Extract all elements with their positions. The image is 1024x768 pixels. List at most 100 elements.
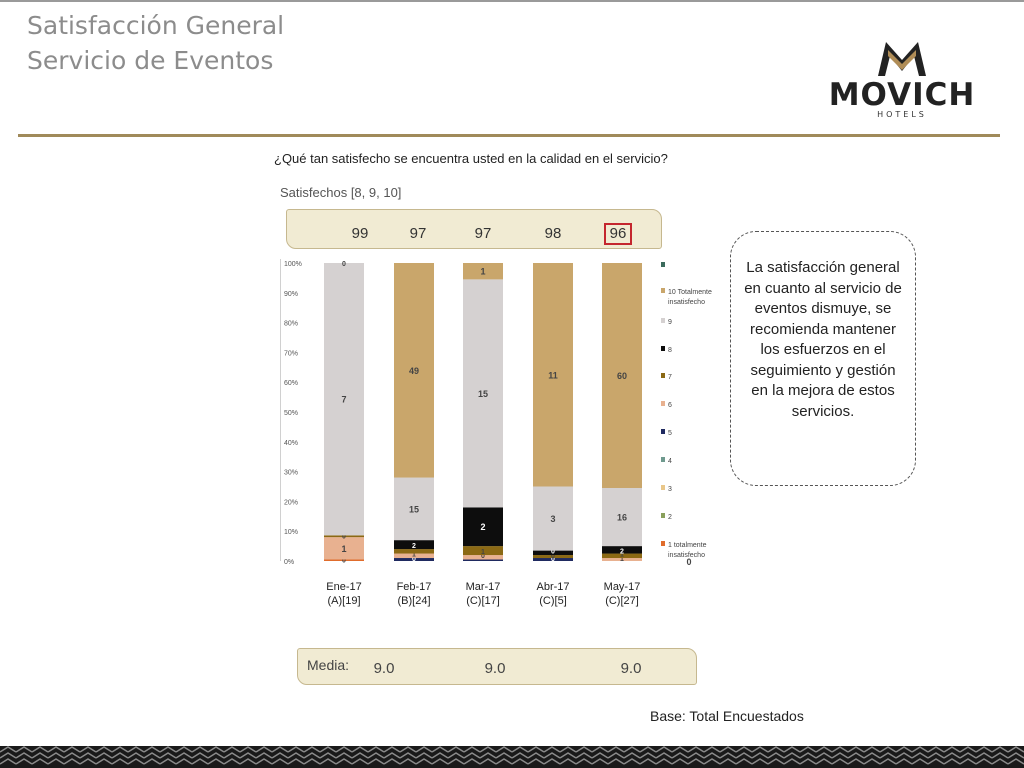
- y-tick-label: 20%: [284, 499, 298, 506]
- legend-swatch: [661, 401, 665, 406]
- segment-label: 0: [412, 556, 416, 563]
- y-tick-label: 30%: [284, 470, 298, 477]
- segment-label: 2: [412, 543, 416, 550]
- legend-label: 4: [668, 458, 672, 465]
- segment-label: 1: [620, 552, 624, 559]
- bar-segment: [463, 507, 503, 547]
- legend-label: 1 totalmente: [668, 542, 707, 549]
- bar-segment: [324, 535, 364, 538]
- category-label: Abr-17: [536, 581, 569, 593]
- category-label: Mar-17: [466, 581, 501, 593]
- legend-label: insatisfecho: [668, 299, 705, 306]
- y-tick-label: 40%: [284, 440, 298, 447]
- segment-label: 3: [550, 514, 555, 524]
- bar-segment: [394, 553, 434, 559]
- satisfied-value: 96: [609, 225, 627, 242]
- category-label: Ene-17: [326, 581, 361, 593]
- bar-segment: [463, 263, 503, 280]
- bar-segment: [602, 487, 642, 547]
- legend-swatch: [661, 288, 665, 293]
- category-label: (C)[17]: [466, 595, 500, 607]
- segment-label: 1: [480, 267, 485, 277]
- bar-segment: [533, 263, 573, 487]
- legend-swatch: [661, 318, 665, 323]
- bar-segment: [394, 263, 434, 478]
- legend-swatch: [661, 346, 665, 351]
- legend-label: insatisfecho: [668, 552, 705, 559]
- bar-segment: [463, 546, 503, 556]
- base-note: Base: Total Encuestados: [650, 708, 804, 724]
- y-tick-label: 60%: [284, 380, 298, 387]
- category-label: (C)[27]: [605, 595, 639, 607]
- satisfied-value: 97: [474, 225, 492, 242]
- bar-segment: [602, 546, 642, 554]
- segment-label: 0: [342, 533, 346, 540]
- legend-swatch: [661, 429, 665, 434]
- bar-segment: [463, 555, 503, 560]
- legend-swatch: [661, 373, 665, 378]
- legend-label: 7: [668, 374, 672, 381]
- bar-segment: [533, 486, 573, 551]
- legend-label: 5: [668, 430, 672, 437]
- bar-segment: [533, 555, 573, 559]
- segment-label: 11: [548, 370, 558, 380]
- y-tick-label: 0%: [284, 559, 294, 566]
- y-tick-label: 80%: [284, 321, 298, 328]
- bar-segment: [394, 549, 434, 554]
- y-tick-label: 10%: [284, 529, 298, 536]
- segment-label: 1: [341, 544, 346, 554]
- segment-label: 0: [551, 549, 555, 556]
- bar-segment: [394, 540, 434, 550]
- y-tick-label: 100%: [284, 261, 302, 268]
- legend-label: 6: [668, 402, 672, 409]
- legend-swatch: [661, 513, 665, 518]
- logo-name: MOVICH: [828, 77, 976, 113]
- logo-sub: HOTELS: [877, 110, 927, 119]
- segment-label: 2: [480, 522, 485, 532]
- satisfied-value: 97: [409, 225, 427, 242]
- media-label: Media:: [307, 657, 350, 673]
- survey-question: ¿Qué tan satisfecho se encuentra usted e…: [274, 151, 668, 166]
- legend-label: 10 Totalmente: [668, 289, 712, 296]
- bar-segment: [394, 477, 434, 541]
- insight-note: La satisfacción general en cuanto al ser…: [730, 231, 916, 486]
- bar-segment: [394, 558, 434, 561]
- satisfied-caption: Satisfechos [8, 9, 10]: [280, 185, 402, 200]
- segment-label: 7: [341, 395, 346, 405]
- bar-segment: [324, 559, 364, 561]
- category-label: Feb-17: [397, 581, 432, 593]
- legend-swatch: [661, 262, 665, 267]
- stacked-bar-chart: 0%10%20%30%40%50%60%70%80%90%100%01070En…: [280, 259, 712, 607]
- bar-segment: [324, 263, 364, 536]
- y-tick-label: 90%: [284, 291, 298, 298]
- segment-label: 0: [481, 553, 485, 560]
- satisfied-value: 99: [351, 225, 369, 242]
- page-title: Satisfacción General: [27, 11, 285, 40]
- legend-label: 3: [668, 486, 672, 493]
- y-tick-label: 50%: [284, 410, 298, 417]
- legend-swatch: [661, 457, 665, 462]
- movich-logo: MOVICH HOTELS: [816, 40, 988, 120]
- movich-m-icon: [878, 42, 926, 76]
- legend-label: 8: [668, 347, 672, 354]
- legend-swatch: [661, 541, 665, 546]
- segment-label: 1: [620, 556, 624, 563]
- category-label: May-17: [604, 581, 641, 593]
- bar-segment: [324, 537, 364, 560]
- media-value: 9.0: [620, 660, 642, 677]
- bar-segment: [463, 559, 503, 561]
- media-band: [297, 648, 697, 685]
- satisfied-value: 98: [544, 225, 562, 242]
- top-rule: [0, 0, 1024, 2]
- bar-segment: [533, 558, 573, 561]
- segment-label: 1: [412, 552, 416, 559]
- segment-label: 49: [409, 366, 419, 376]
- satisfied-band: [286, 209, 662, 249]
- bar-segment: [602, 263, 642, 488]
- segment-label: 60: [617, 371, 627, 381]
- bar-segment: [602, 553, 642, 559]
- category-label: (C)[5]: [539, 595, 567, 607]
- category-label: (B)[24]: [397, 595, 430, 607]
- highlight-box: [604, 223, 632, 245]
- legend-label: 2: [668, 514, 672, 521]
